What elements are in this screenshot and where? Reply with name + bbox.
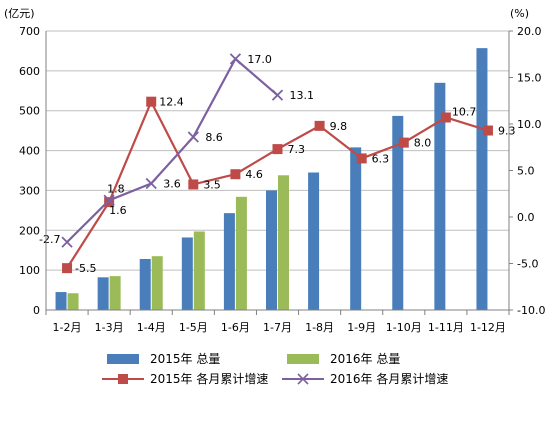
data-label-2015-growth: 9.3 xyxy=(498,125,516,138)
data-label-2015-growth: 6.3 xyxy=(372,152,390,165)
bar-2015 xyxy=(476,48,488,310)
marker-2015-growth xyxy=(440,112,451,123)
marker-2015-growth xyxy=(146,96,157,107)
marker-2016-growth xyxy=(103,194,115,206)
bar-2015 xyxy=(434,82,446,310)
category-label: 1-8月 xyxy=(305,321,334,334)
category-label: 1-6月 xyxy=(221,321,250,334)
data-label-2016-growth: -2.7 xyxy=(39,233,60,246)
category-label: 1-10月 xyxy=(386,321,422,334)
data-label-2015-growth: 1.6 xyxy=(109,204,127,217)
legend-swatch-2015-total xyxy=(100,352,146,366)
category-label: 1-5月 xyxy=(179,321,208,334)
data-label-2016-growth: 13.1 xyxy=(290,89,315,102)
category-label: 1-12月 xyxy=(470,321,506,334)
category-label: 1-11月 xyxy=(428,321,464,334)
data-label-2015-growth: 10.7 xyxy=(452,105,477,118)
category-label: 1-7月 xyxy=(263,321,292,334)
legend-item-2016-growth: 2016年 各月累计增速 xyxy=(280,370,448,387)
marker-2016-growth xyxy=(271,89,284,101)
right-tick-label: 0.0 xyxy=(517,211,535,224)
right-tick-label: -10.0 xyxy=(517,304,545,317)
data-label-2015-growth: 3.5 xyxy=(203,178,221,191)
bar-2016 xyxy=(151,256,163,310)
left-tick-label: 600 xyxy=(19,65,40,78)
category-label: 1-2月 xyxy=(53,321,82,334)
left-tick-label: 400 xyxy=(19,145,40,158)
data-label-2016-growth: 17.0 xyxy=(247,53,272,66)
left-tick-label: 100 xyxy=(19,264,40,277)
right-axis-unit: (%) xyxy=(510,7,529,20)
marker-2016-growth xyxy=(145,177,157,190)
marker-2016-growth xyxy=(229,53,242,65)
data-label-2015-growth: 4.6 xyxy=(245,168,263,181)
marker-2015-growth xyxy=(314,120,325,131)
right-tick-label: 20.0 xyxy=(517,25,542,38)
legend-swatch-2016-growth xyxy=(280,372,326,386)
legend-label-2016-total: 2016年 总量 xyxy=(330,352,401,366)
bar-2015 xyxy=(392,115,404,310)
bar-2015 xyxy=(266,190,277,310)
right-tick-label: 15.0 xyxy=(517,72,542,85)
category-label: 1-4月 xyxy=(137,321,166,334)
line-2016-growth xyxy=(66,57,279,243)
bar-2015 xyxy=(223,213,235,310)
legend-label-2015-total: 2015年 总量 xyxy=(150,352,221,366)
right-tick-label: 10.0 xyxy=(517,118,542,131)
marker-2015-growth xyxy=(398,137,409,148)
line-2015-growth xyxy=(66,99,489,269)
data-label-2015-growth: -5.5 xyxy=(75,262,96,275)
marker-2015-growth xyxy=(230,169,241,180)
legend: 2015年 总量 2016年 总量 2015年 各月累计增速 2016年 各月累… xyxy=(100,348,460,388)
bar-2015 xyxy=(139,258,151,310)
right-tick-label: -5.0 xyxy=(517,258,538,271)
bar-2016 xyxy=(109,276,121,310)
legend-item-2015-total: 2015年 总量 xyxy=(100,350,220,367)
bar-2016 xyxy=(278,175,289,310)
bar-2015 xyxy=(181,237,193,310)
data-label-2016-growth: 8.6 xyxy=(205,131,223,144)
marker-2015-growth xyxy=(62,263,73,274)
bar-2016 xyxy=(67,293,79,310)
marker-2015-growth xyxy=(188,179,199,190)
left-tick-label: 200 xyxy=(19,224,40,237)
bar-2016 xyxy=(235,196,247,310)
marker-2015-growth xyxy=(482,125,493,136)
left-tick-label: 500 xyxy=(19,105,40,118)
left-tick-label: 700 xyxy=(19,25,40,38)
data-label-2016-growth: 1.8 xyxy=(107,182,125,195)
data-label-2016-growth: 3.6 xyxy=(163,178,181,191)
bar-2015 xyxy=(350,147,362,310)
legend-item-2016-total: 2016年 总量 xyxy=(280,350,400,367)
category-label: 1-3月 xyxy=(95,321,124,334)
series-lines: -5.5 1.6 12.4 3.5 4.6 7.3 9.8 6.3 8.0 10.7 9.3 -2.7… xyxy=(39,53,515,275)
data-label-2015-growth: 7.3 xyxy=(288,143,306,156)
left-axis-unit: (亿元) xyxy=(4,7,35,20)
legend-label-2016-growth: 2016年 各月累计增速 xyxy=(330,372,449,386)
data-label-2015-growth: 8.0 xyxy=(414,137,432,150)
marker-2015-growth xyxy=(272,144,283,155)
right-tick-label: 5.0 xyxy=(517,165,535,178)
legend-item-2015-growth: 2015年 各月累计增速 xyxy=(100,370,268,387)
axes: 0 100 200 300 400 500 600 700 -10.0 -5.0 0.0 5.0 10.… xyxy=(19,25,545,334)
bars xyxy=(55,48,488,310)
bar-2015 xyxy=(97,277,109,310)
legend-swatch-2016-total xyxy=(280,352,326,366)
marker-2015-growth xyxy=(104,197,115,208)
bar-2015 xyxy=(308,172,320,310)
marker-2015-growth xyxy=(356,153,367,164)
marker-2016-growth xyxy=(61,236,73,248)
left-tick-label: 300 xyxy=(19,184,40,197)
data-label-2015-growth: 9.8 xyxy=(330,120,348,133)
category-label: 1-9月 xyxy=(347,321,376,334)
bar-2016 xyxy=(193,231,205,310)
legend-label-2015-growth: 2015年 各月累计增速 xyxy=(150,372,269,386)
bar-2015 xyxy=(55,292,67,310)
marker-2016-growth xyxy=(187,131,199,143)
data-label-2015-growth: 12.4 xyxy=(159,96,184,109)
legend-swatch-2015-growth xyxy=(100,372,146,386)
left-tick-label: 0 xyxy=(33,304,40,317)
